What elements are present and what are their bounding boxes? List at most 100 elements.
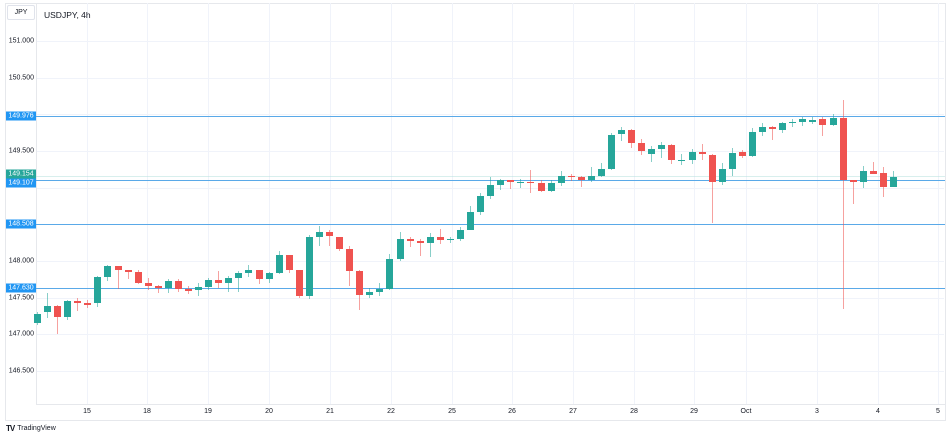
candle-body[interactable] — [94, 277, 101, 304]
candle-wick — [158, 285, 159, 294]
candle-body[interactable] — [44, 306, 51, 313]
candle-body[interactable] — [890, 176, 897, 187]
candle-body[interactable] — [809, 120, 816, 122]
candle-body[interactable] — [185, 289, 192, 291]
candle-body[interactable] — [276, 255, 283, 273]
candle-body[interactable] — [296, 269, 303, 297]
candle-body[interactable] — [316, 231, 323, 237]
candle-body[interactable] — [256, 269, 263, 280]
candle-body[interactable] — [266, 272, 273, 280]
candle-body[interactable] — [235, 273, 242, 278]
candle-body[interactable] — [840, 117, 847, 181]
candle-body[interactable] — [578, 177, 585, 180]
candle-body[interactable] — [860, 170, 867, 182]
candle-body[interactable] — [155, 285, 162, 288]
x-tick-label: 22 — [387, 408, 395, 415]
grid-line — [36, 41, 944, 42]
candle-body[interactable] — [739, 152, 746, 157]
candle-body[interactable] — [215, 279, 222, 283]
candle-body[interactable] — [437, 236, 444, 241]
candle-body[interactable] — [658, 145, 665, 150]
time-axis[interactable] — [36, 404, 946, 422]
currency-label[interactable]: JPY — [7, 5, 35, 20]
candle-body[interactable] — [779, 123, 786, 131]
candle-body[interactable] — [699, 152, 706, 154]
candle-body[interactable] — [386, 258, 393, 289]
x-tick-label: 5 — [936, 408, 940, 415]
candle-body[interactable] — [729, 153, 736, 170]
candle-body[interactable] — [64, 301, 71, 318]
candle-body[interactable] — [538, 183, 545, 191]
candle-body[interactable] — [417, 241, 424, 243]
candle-body[interactable] — [306, 236, 313, 297]
candle-body[interactable] — [467, 211, 474, 231]
candle-body[interactable] — [497, 180, 504, 185]
candle-body[interactable] — [125, 270, 132, 272]
candle-body[interactable] — [165, 281, 172, 289]
candle-body[interactable] — [195, 287, 202, 291]
candle-body[interactable] — [628, 129, 635, 143]
candle-body[interactable] — [618, 129, 625, 135]
candle-body[interactable] — [457, 230, 464, 239]
candle-body[interactable] — [115, 266, 122, 271]
candle-body[interactable] — [769, 127, 776, 129]
candle-body[interactable] — [175, 281, 182, 289]
candle-body[interactable] — [799, 119, 806, 122]
candle-body[interactable] — [517, 181, 524, 184]
candle-body[interactable] — [205, 279, 212, 288]
candle-body[interactable] — [356, 271, 363, 296]
candle-body[interactable] — [568, 175, 575, 178]
horizontal-level-line[interactable] — [36, 288, 945, 290]
candle-body[interactable] — [719, 169, 726, 183]
candle-body[interactable] — [648, 149, 655, 154]
candle-body[interactable] — [668, 145, 675, 160]
candle-wick — [238, 271, 239, 292]
candle-wick — [772, 126, 773, 140]
candle-body[interactable] — [588, 175, 595, 180]
horizontal-level-line[interactable] — [36, 223, 945, 225]
candle-body[interactable] — [870, 171, 877, 174]
candle-body[interactable] — [84, 302, 91, 305]
candle-body[interactable] — [880, 172, 887, 187]
candle-body[interactable] — [104, 266, 111, 277]
candle-body[interactable] — [407, 238, 414, 242]
candle-body[interactable] — [819, 119, 826, 125]
candle-body[interactable] — [749, 131, 756, 157]
horizontal-level-line[interactable] — [36, 116, 945, 118]
candle-body[interactable] — [850, 180, 857, 182]
candle-body[interactable] — [830, 117, 837, 125]
candle-body[interactable] — [678, 159, 685, 162]
candle-body[interactable] — [507, 180, 514, 182]
candle-body[interactable] — [225, 277, 232, 283]
candle-body[interactable] — [376, 288, 383, 292]
candle-body[interactable] — [548, 183, 555, 191]
candle-body[interactable] — [709, 155, 716, 183]
candle-body[interactable] — [789, 121, 796, 124]
candle-body[interactable] — [245, 269, 252, 274]
candle-body[interactable] — [638, 142, 645, 151]
candle-body[interactable] — [689, 152, 696, 160]
candle-body[interactable] — [34, 313, 41, 324]
candle-body[interactable] — [336, 236, 343, 250]
candle-body[interactable] — [366, 291, 373, 296]
candle-body[interactable] — [598, 168, 605, 176]
candle-body[interactable] — [145, 282, 152, 286]
candle-body[interactable] — [54, 306, 61, 318]
tradingview-logo[interactable]: TV TradingView — [6, 424, 56, 433]
candle-body[interactable] — [427, 236, 434, 243]
candle-wick — [57, 304, 58, 335]
price-axis[interactable] — [5, 3, 37, 404]
candle-body[interactable] — [74, 301, 81, 303]
candle-body[interactable] — [326, 231, 333, 236]
candle-body[interactable] — [608, 134, 615, 169]
candle-body[interactable] — [286, 255, 293, 270]
candle-body[interactable] — [447, 238, 454, 241]
candle-body[interactable] — [558, 175, 565, 184]
candle-body[interactable] — [487, 184, 494, 197]
candle-body[interactable] — [477, 196, 484, 212]
candle-body[interactable] — [527, 181, 534, 184]
candle-body[interactable] — [759, 127, 766, 132]
candle-body[interactable] — [135, 271, 142, 283]
candle-body[interactable] — [346, 249, 353, 272]
candle-body[interactable] — [397, 238, 404, 259]
